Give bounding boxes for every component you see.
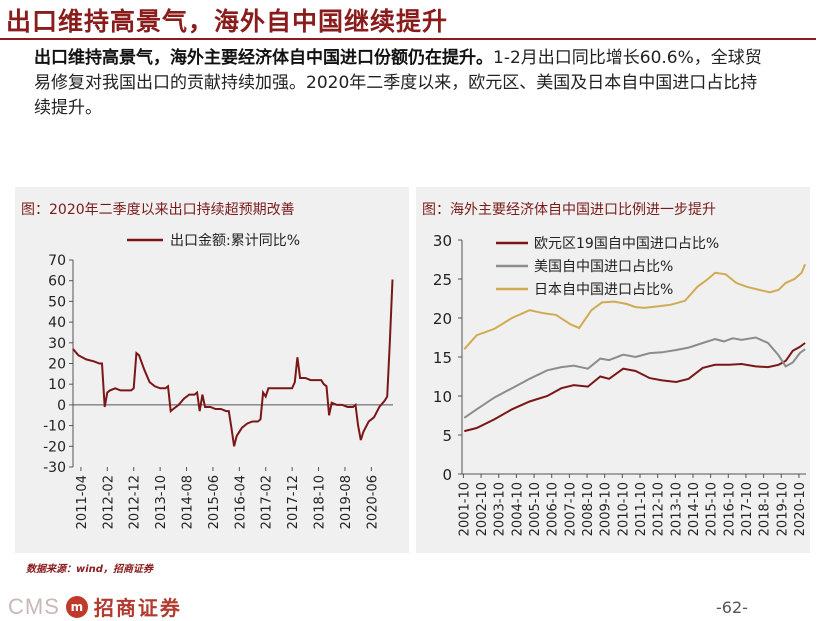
y-tick-label: 20 (48, 357, 66, 373)
export-growth-chart: -30 -20 -10 0 10 20 30 40 50 60 70 2011-04 2012-02 20… (43, 233, 394, 529)
y-tick-label: 10 (48, 377, 66, 393)
series-line-1 (464, 342, 806, 433)
x-tick-label: 2019-10 (775, 482, 790, 536)
legend-label-export-yoy: 出口金额:累计同比% (170, 233, 300, 249)
x-tick-label: 2004-10 (510, 482, 525, 536)
x-tick-label: 2011-10 (634, 482, 649, 536)
x-tick-label: 2003-10 (493, 482, 508, 536)
x-tick-label: 2018-10 (758, 482, 773, 536)
summary-rest: 1-2月出口同比增长60.6%，全球贸易修复对我国出口的贡献持续加强。2020年… (34, 48, 762, 118)
x-tick-label: 2013-10 (669, 482, 684, 536)
summary-text: 出口维持高景气，海外主要经济体自中国进口份额仍在提升。1-2月出口同比增长60.… (34, 46, 774, 121)
x-tick-label: 2015-06 (207, 475, 222, 529)
y-tick-label: -10 (43, 419, 66, 435)
y-tick-label: 0 (57, 398, 66, 414)
x-tick-label: 2017-12 (286, 475, 301, 529)
x-tick-label: 2017-10 (740, 482, 755, 536)
x-tick-label: 2018-10 (313, 475, 328, 529)
chart-title-export: 图：2020年二季度以来出口持续超预期改善 (21, 202, 295, 218)
y-tick-label: -20 (43, 439, 66, 455)
x-tick-label: 2016-10 (722, 482, 737, 536)
x-tick-label: 2014-10 (687, 482, 702, 536)
x-tick-label: 2007-10 (563, 482, 578, 536)
x-tick-label: 2020-06 (365, 475, 380, 529)
y-tick-label: 70 (48, 253, 66, 269)
x-tick-label: 2001-10 (457, 482, 472, 536)
x-tick-label: 2012-12 (128, 475, 143, 529)
y-tick-label: 40 (48, 315, 66, 331)
export-growth-chart-panel: 图：2020年二季度以来出口持续超预期改善 -30 -20 -10 0 10 20 30 40… (15, 187, 409, 553)
x-tick-label: 2014-08 (181, 475, 196, 529)
series-line-3 (463, 263, 807, 350)
title-divider (0, 38, 816, 40)
legend-label-3: 日本自中国进口占比% (534, 282, 673, 298)
x-tick-label: 2017-02 (260, 475, 275, 529)
x-tick-label: 2008-10 (581, 482, 596, 536)
import-share-chart: 0 5 10 15 20 25 30 2001-10 2002-10 2003-10 2004-10… (433, 232, 808, 536)
x-tick-label: 2015-10 (705, 482, 720, 536)
series-line-export-yoy (72, 279, 394, 447)
logo-company-name: 招商证券 (93, 596, 182, 620)
data-source-note: 数据来源：wind，招商证券 (26, 564, 153, 575)
x-tick-label: 2006-10 (546, 482, 561, 536)
x-tick-label: 2016-04 (233, 475, 248, 529)
y-tick-label: 60 (48, 274, 66, 290)
y-tick-label: 30 (48, 336, 66, 352)
import-share-chart-panel: 图：海外主要经济体自中国进口比例进一步提升 0 5 10 15 20 25 30 2001-1… (416, 187, 810, 553)
y-tick-label: 10 (433, 388, 452, 406)
logo-mark-icon: m (65, 595, 88, 618)
x-tick-label: 2012-02 (101, 475, 116, 529)
x-tick-label: 2019-08 (339, 475, 354, 529)
x-tick-label: 2002-10 (475, 482, 490, 536)
y-tick-label: -30 (43, 460, 66, 476)
legend-label-1: 欧元区19国自中国进口占比% (534, 236, 719, 252)
x-tick-label: 2011-04 (75, 475, 90, 529)
y-tick-label: 30 (433, 232, 452, 250)
company-logo: CMS m 招商证券 (8, 592, 182, 621)
x-tick-label: 2020-10 (793, 482, 808, 536)
summary-bold: 出口维持高景气，海外主要经济体自中国进口份额仍在提升。 (34, 48, 493, 68)
page-number: -62- (716, 598, 748, 617)
page-title: 出口维持高景气，海外自中国继续提升 (6, 7, 449, 36)
x-tick-label: 2013-10 (154, 475, 169, 529)
series-line-2 (463, 336, 806, 419)
x-tick-label: 2010-10 (616, 482, 631, 536)
y-tick-label: 50 (48, 294, 66, 310)
x-tick-label: 2009-10 (599, 482, 614, 536)
y-tick-label: 5 (442, 427, 452, 445)
chart-title-import-share: 图：海外主要经济体自中国进口比例进一步提升 (422, 202, 716, 218)
x-tick-label: 2012-10 (652, 482, 667, 536)
y-tick-label: 20 (433, 310, 452, 328)
y-tick-label: 25 (433, 271, 452, 289)
y-tick-label: 15 (433, 349, 452, 367)
legend-label-2: 美国自中国进口占比% (534, 259, 673, 275)
x-tick-label: 2005-10 (528, 482, 543, 536)
logo-cms-text: CMS (8, 593, 60, 619)
y-tick-label: 0 (442, 466, 452, 484)
